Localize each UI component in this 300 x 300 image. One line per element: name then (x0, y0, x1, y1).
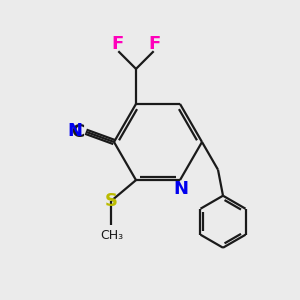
Text: S: S (105, 192, 118, 210)
Text: N: N (67, 122, 82, 140)
Text: F: F (148, 35, 161, 53)
Text: CH₃: CH₃ (100, 229, 123, 242)
Text: F: F (111, 35, 123, 53)
Text: N: N (173, 180, 188, 198)
Text: C: C (72, 123, 85, 141)
